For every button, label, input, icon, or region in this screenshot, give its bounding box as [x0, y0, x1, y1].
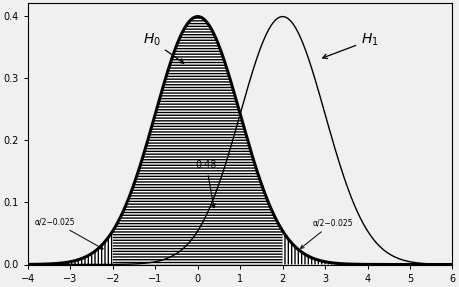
Text: $H_1$: $H_1$ [323, 32, 379, 59]
Text: α/2−0.025: α/2−0.025 [34, 217, 103, 249]
Text: 0.48: 0.48 [196, 160, 217, 208]
Text: $H_0$: $H_0$ [142, 32, 184, 63]
Text: α/2−0.025: α/2−0.025 [301, 218, 353, 249]
